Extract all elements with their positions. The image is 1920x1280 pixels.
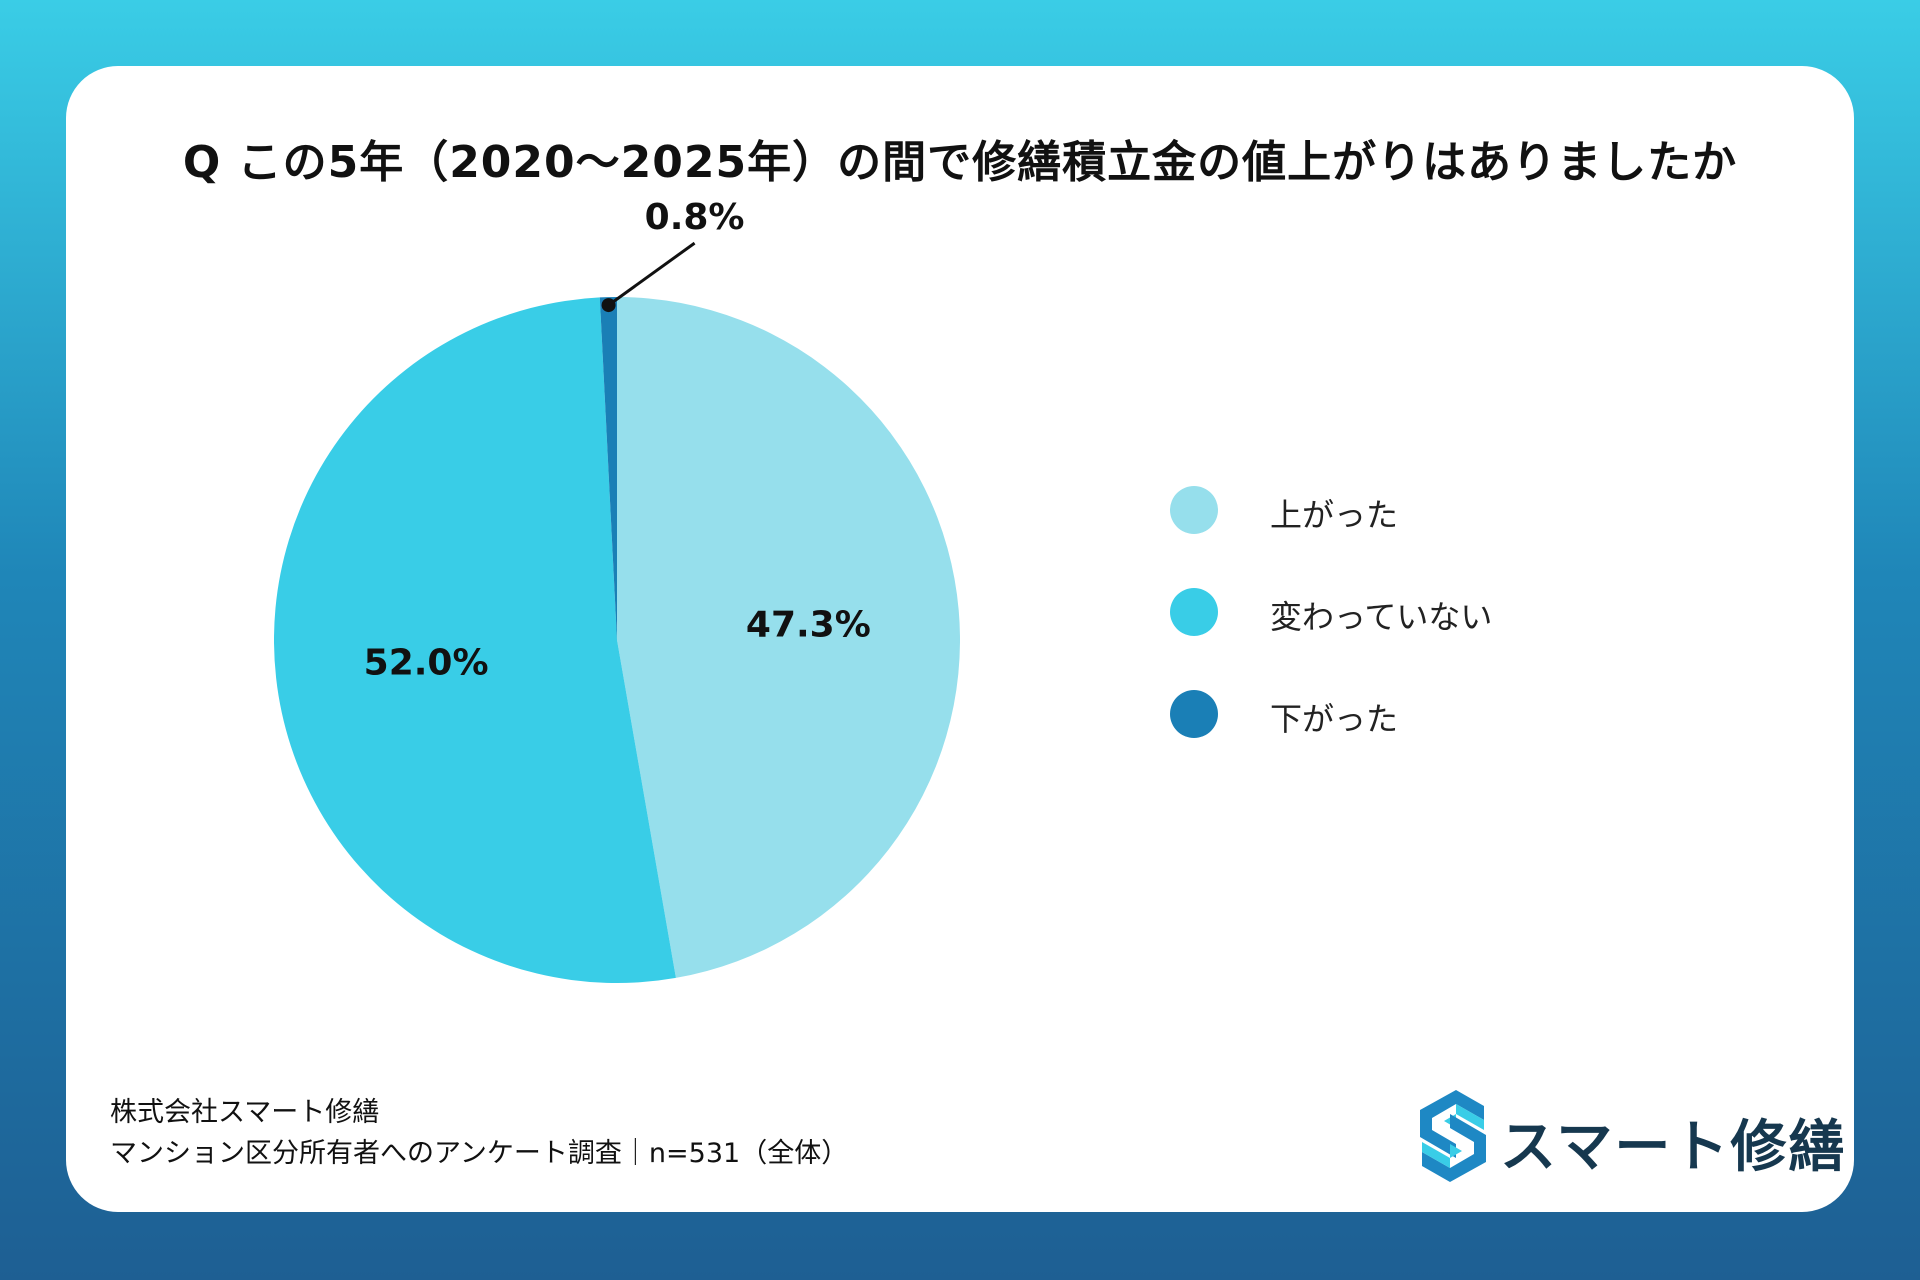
legend-item-down: 下がった	[1170, 690, 1570, 740]
logo-s-icon	[1420, 1090, 1486, 1182]
slice-unchanged	[274, 297, 676, 983]
slice-up-label: 47.3%	[746, 604, 871, 645]
legend-label-up: 上がった	[1270, 496, 1399, 534]
slice-down-leader-line	[607, 241, 696, 307]
footer-company: 株式会社スマート修繕	[110, 1097, 380, 1128]
legend-item-up: 上がった	[1170, 486, 1570, 536]
slice-down-label: 0.8%	[645, 197, 745, 238]
slice-unchanged-label: 52.0%	[364, 642, 489, 683]
chart-card: Q この5年（2020〜2025年）の間で修繕積立金の値上がりはありましたか 4…	[66, 66, 1854, 1212]
footer: 株式会社スマート修繕 マンション区分所有者へのアンケート調査｜n=531（全体）	[110, 1092, 848, 1174]
legend-swatch-down	[1170, 690, 1218, 738]
brand-logo: スマート修繕	[1418, 1086, 1844, 1186]
legend-label-unchanged: 変わっていない	[1270, 598, 1493, 636]
chart-title: Q この5年（2020〜2025年）の間で修繕積立金の値上がりはありましたか	[182, 137, 1738, 188]
slice-down	[599, 297, 617, 640]
legend-swatch-unchanged	[1170, 588, 1218, 636]
slice-up	[617, 297, 961, 978]
logo-text: スマート修繕	[1500, 1115, 1847, 1180]
slice-down-leader-dot	[601, 298, 616, 313]
legend-label-down: 下がった	[1270, 700, 1399, 738]
footer-survey: マンション区分所有者へのアンケート調査｜n=531（全体）	[110, 1138, 849, 1169]
legend-item-unchanged: 変わっていない	[1170, 588, 1570, 638]
pie-chart: 47.3% 52.0% 0.8%	[274, 197, 961, 983]
legend-swatch-up	[1170, 486, 1218, 534]
